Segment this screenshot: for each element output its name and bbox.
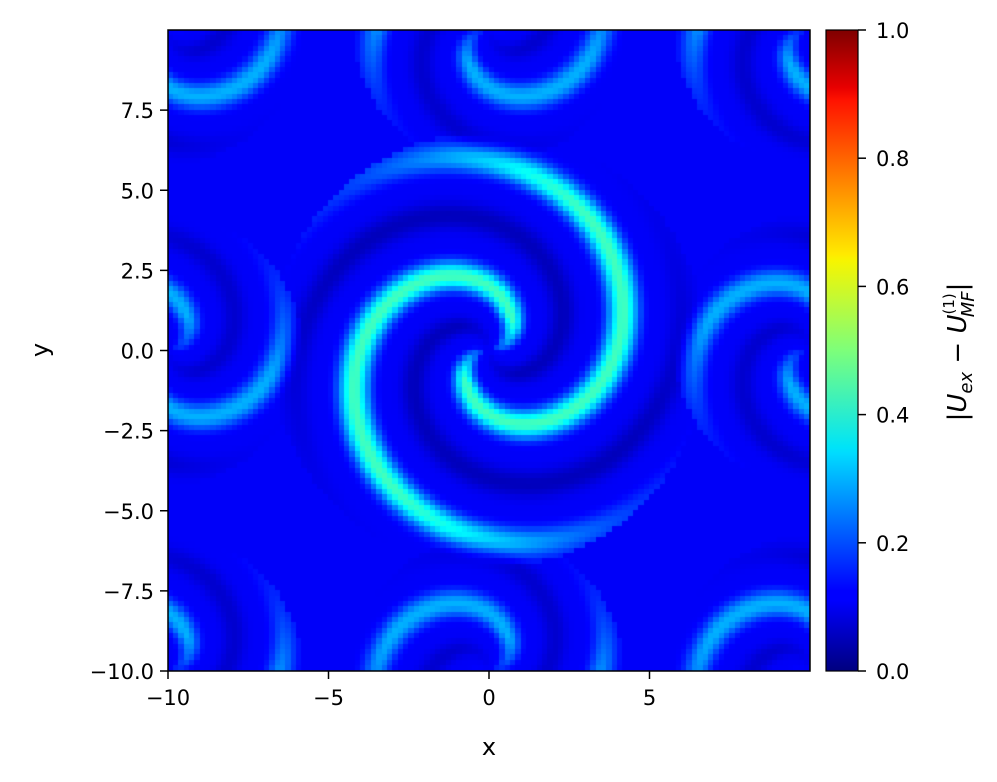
y-tick-label: 0.0	[121, 340, 154, 364]
y-tick-label: −10.0	[90, 660, 154, 684]
colorbar-tick-label: 0.0	[876, 660, 909, 684]
x-tick-label: 0	[482, 686, 495, 710]
colorbar-tick-label: 1.0	[876, 19, 909, 43]
cb-label-close: |	[943, 283, 973, 292]
x-tick-label: −10	[146, 686, 190, 710]
y-tick-label: 5.0	[121, 179, 154, 203]
y-tick-label: −2.5	[103, 420, 154, 444]
x-tick-label: −5	[313, 686, 344, 710]
cb-label-minus: − U	[943, 315, 973, 372]
cb-label-sub1: ex	[956, 372, 977, 394]
y-axis-ticks: −10.0 −7.5 −5.0 −2.5 0.0 2.5 5.0 7.5	[90, 99, 168, 684]
colorbar-tick-label: 0.4	[876, 404, 909, 428]
colorbar-label: |Uex − U(1)MF|	[940, 283, 979, 422]
y-axis-label: y	[26, 343, 54, 357]
colorbar-tick-label: 0.2	[876, 532, 909, 556]
y-tick-label: 7.5	[121, 99, 154, 123]
x-axis-label: x	[482, 733, 496, 761]
colorbar-tick-label: 0.8	[876, 147, 909, 171]
heatmap-layer	[168, 30, 810, 671]
cb-label-base: |U	[943, 394, 973, 422]
y-tick-label: 2.5	[121, 259, 154, 283]
y-tick-label: −7.5	[103, 580, 154, 604]
x-axis-ticks: −10 −5 0 5	[146, 671, 656, 710]
heatmap-canvas	[168, 30, 810, 671]
colorbar	[825, 29, 859, 672]
x-tick-label: 5	[643, 686, 656, 710]
colorbar-tick-label: 0.6	[876, 275, 909, 299]
colorbar-ticks: 0.0 0.2 0.4 0.6 0.8 1.0	[858, 19, 909, 684]
cb-label-sup: (1)	[940, 293, 958, 314]
cb-label-sub2: MF	[958, 291, 979, 318]
y-tick-label: −5.0	[103, 500, 154, 524]
